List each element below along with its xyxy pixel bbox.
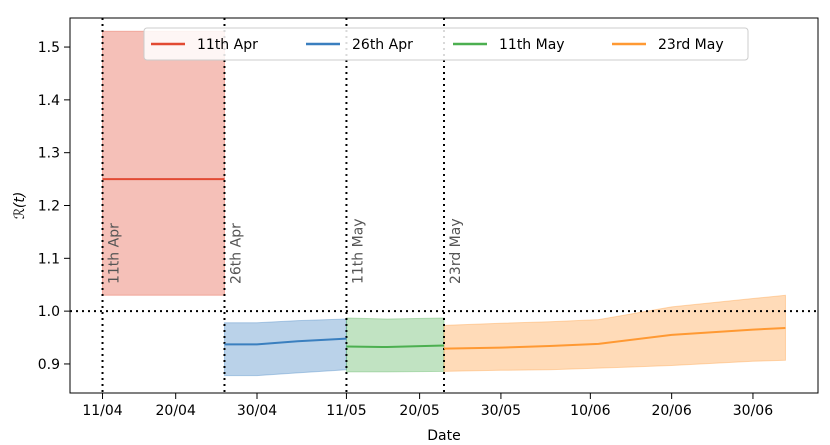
intervention-lines: 11th Apr 26th Apr 11th May 23rd May — [101, 18, 464, 393]
x-tick-label-1: 11/04 — [82, 403, 122, 419]
y-tick-label-7: 1.5 — [38, 40, 60, 56]
x-tick-label-8: 20/06 — [651, 403, 691, 419]
x-tick-label-3: 30/04 — [237, 403, 277, 419]
y-tick-label-6: 1.4 — [38, 93, 60, 109]
confidence-band-2 — [223, 318, 347, 377]
x-axis-label: Date — [427, 428, 460, 444]
legend-box — [143, 27, 749, 61]
confidence-band-4 — [443, 294, 786, 372]
confidence-bands — [102, 30, 786, 377]
y-tick-label-5: 1.3 — [38, 146, 60, 162]
x-tick-label-7: 10/06 — [570, 403, 610, 419]
y-axis-label: ℛ(t) — [12, 192, 28, 220]
confidence-band-3 — [345, 317, 445, 373]
y-tick-label-4: 1.2 — [38, 199, 60, 215]
x-tick-label-9: 30/06 — [733, 403, 773, 419]
series-lines — [102, 178, 786, 350]
series-line-2 — [224, 337, 347, 346]
x-axis: 11/04 20/04 30/04 11/05 20/05 30/05 10/06 20/06… — [82, 393, 773, 419]
y-tick-label-3: 1.1 — [38, 251, 60, 267]
legend-label-4: 23rd May — [658, 37, 724, 53]
series-line-3 — [346, 344, 445, 349]
x-tick-label-6: 30/05 — [481, 403, 521, 419]
legend-label-1: 11th Apr — [197, 37, 258, 53]
series-line-4 — [443, 327, 786, 350]
legend-label-3: 11th May — [499, 37, 565, 53]
x-tick-label-4: 11/05 — [326, 403, 366, 419]
legend: 11th Apr 26th Apr 11th May 23rd May — [143, 27, 749, 61]
x-tick-label-5: 20/05 — [399, 403, 439, 419]
intervention-label-4: 23rd May — [448, 218, 464, 284]
legend-label-2: 26th Apr — [352, 37, 413, 53]
y-tick-label-2: 1.0 — [38, 304, 60, 320]
y-tick-label-1: 0.9 — [38, 357, 60, 373]
intervention-label-1: 11th Apr — [107, 223, 123, 284]
intervention-label-3: 11th May — [350, 218, 366, 284]
y-axis: 0.9 1.0 1.1 1.2 1.3 1.4 1.5 — [38, 40, 70, 373]
x-tick-label-2: 20/04 — [156, 403, 196, 419]
intervention-label-2: 26th Apr — [228, 223, 244, 284]
